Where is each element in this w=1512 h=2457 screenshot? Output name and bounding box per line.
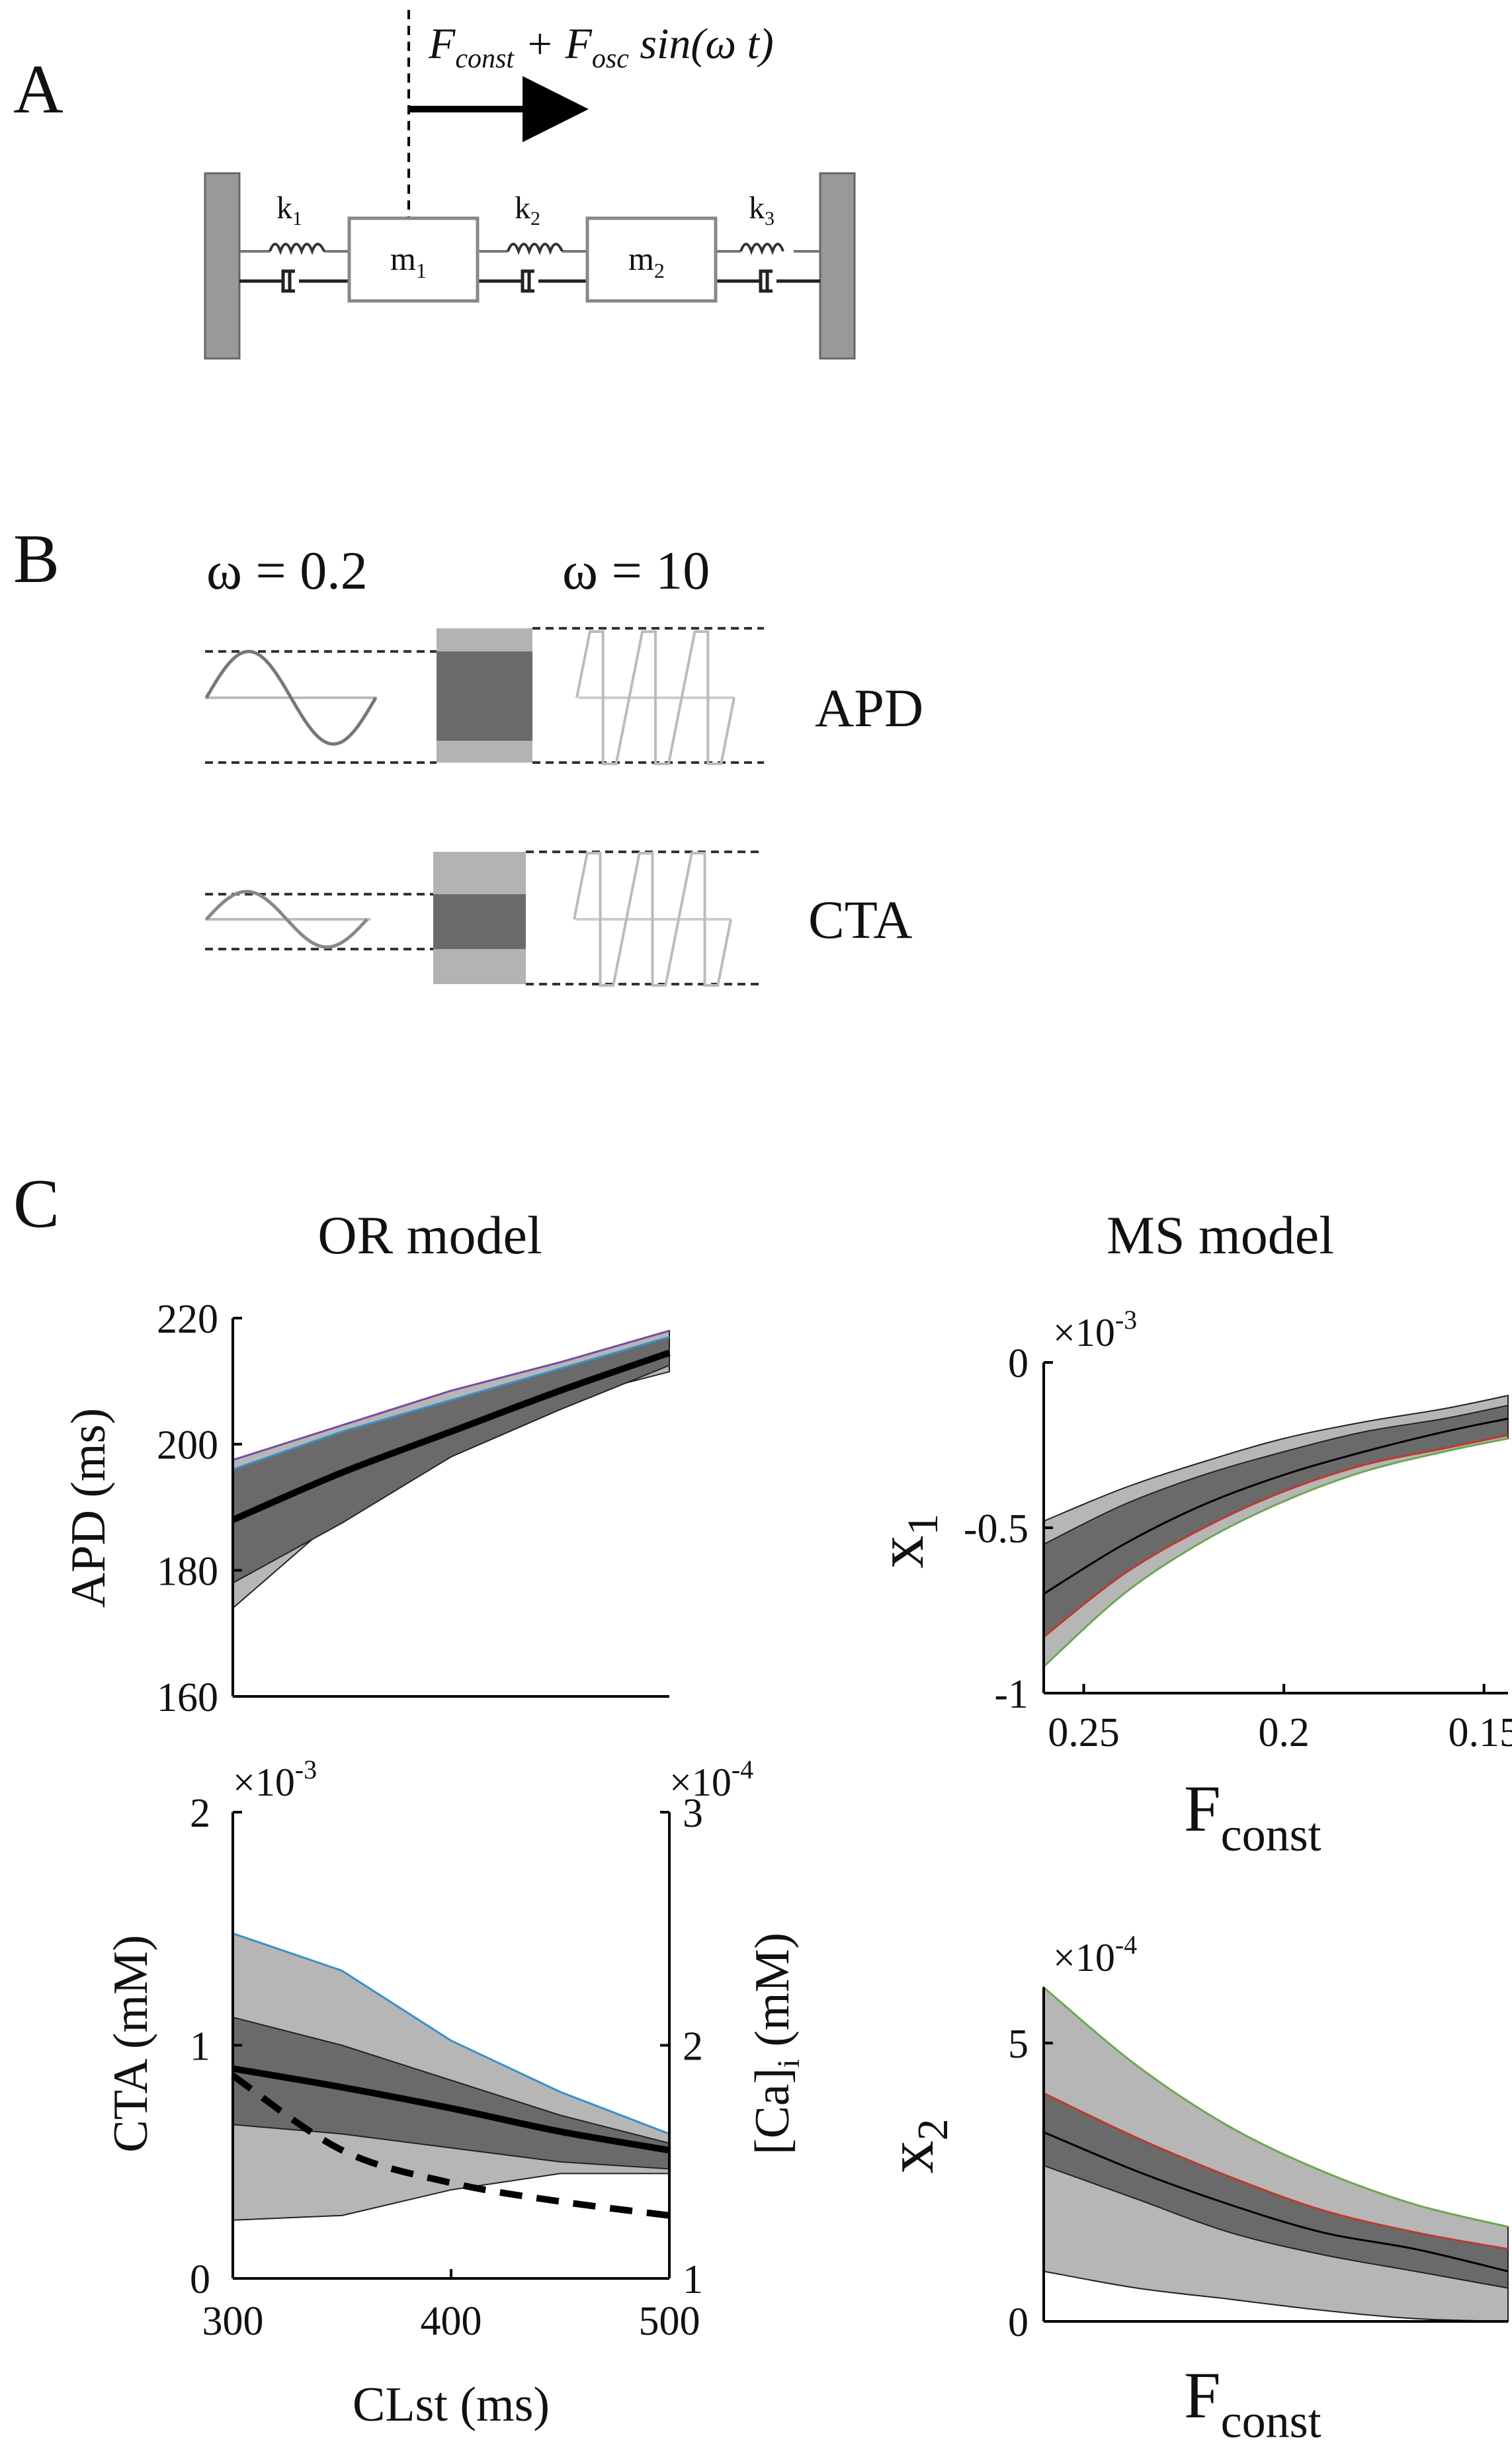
x1-green-line [1042, 1437, 1509, 1668]
panel-c-letter: C [13, 1165, 60, 1242]
cta-plot: 0 1 2 1 2 3 300 400 500 ×10-3 ×10-4 CTA (mM) [Ca… [104, 1755, 806, 2432]
force-label: Fconst + Fosc sin(ω t) [428, 20, 774, 74]
cta-x-tick-label: 500 [639, 2299, 700, 2344]
x1-mean-line [1043, 1417, 1509, 1595]
panel-b: B ω = 0.2 ω = 10 APD CTA [13, 520, 923, 987]
damper-2 [521, 269, 534, 293]
apd-upper-purple-line [232, 1329, 670, 1461]
k1-label: k1 [276, 190, 302, 229]
x1-plot: -1 -0.5 0 0.25 0.2 0.15 ×10-3 x1 Fconst [864, 1305, 1512, 1861]
cta-y-tick-label: 2 [190, 1791, 210, 1836]
x2-ticks: 05 [1008, 2022, 1053, 2345]
ca-y-tick-label: 2 [683, 2024, 703, 2069]
ca-y-tick-label: 1 [683, 2257, 703, 2302]
cta-y-tick-label: 1 [190, 2024, 210, 2069]
damper-3 [759, 269, 773, 293]
x1-y-tick-label: -1 [994, 1672, 1029, 1717]
right-wall [819, 172, 856, 360]
spring-k3 [739, 243, 784, 255]
cta-row-label: CTA [808, 890, 912, 950]
apd-row-label: APD [815, 678, 923, 738]
panel-a-letter: A [13, 50, 63, 128]
apd-mean-line [231, 1349, 671, 1523]
apd-inner-box [437, 651, 532, 741]
spring-k1 [269, 243, 325, 255]
cta-upper-blue-line [232, 1932, 670, 2135]
x2-red-line [1043, 2092, 1509, 2251]
ca-dashed-line [231, 2073, 670, 2219]
k2-label: k2 [515, 190, 540, 229]
spring-k2 [507, 243, 564, 255]
cta-wave-low-frequency [205, 890, 368, 949]
cta-mean-line [232, 2065, 670, 2154]
x2-multiplier: ×10-4 [1053, 1930, 1137, 1979]
cta-y-tick-label: 0 [190, 2257, 210, 2302]
x1-x-label: Fconst [1184, 1772, 1322, 1861]
cta-inner-box [433, 894, 526, 949]
x1-multiplier: ×10-3 [1053, 1305, 1137, 1354]
apd-wave-low-frequency [204, 649, 378, 746]
x1-x-tick-label: 0.15 [1448, 1710, 1512, 1755]
cta-multiplier-right: ×10-4 [669, 1755, 753, 1804]
x1-y-tick-label: 0 [1008, 1341, 1029, 1386]
x2-y-label: x2 [874, 2119, 957, 2174]
x1-ticks: -1 -0.5 0 0.25 0.2 0.15 [964, 1341, 1512, 1755]
x2-x-label: Fconst [1184, 2358, 1322, 2448]
x1-y-label: x1 [864, 1514, 947, 1569]
apd-y-tick-label: 160 [157, 1675, 218, 1720]
apd-y-tick-label: 200 [157, 1423, 218, 1468]
apd-y-tick-label: 220 [157, 1297, 218, 1342]
x1-x-tick-label: 0.2 [1258, 1710, 1310, 1755]
apd-y-label: APD (ms) [62, 1408, 116, 1608]
x2-green-line [1043, 1986, 1509, 2228]
cta-wave-high-frequency [573, 852, 732, 987]
m2-label: m2 [628, 240, 665, 282]
left-wall [204, 172, 241, 360]
ca-y-label-right: [Ca]i (mM) [745, 1933, 806, 2155]
apd-wave-high-frequency [575, 630, 735, 765]
cta-x-tick-label: 400 [421, 2299, 482, 2344]
apd-y-ticks: 160 180 200 220 [157, 1297, 242, 1720]
apd-y-tick-label: 180 [157, 1549, 218, 1594]
cta-x-tick-label: 300 [202, 2299, 264, 2344]
m1-label: m1 [390, 240, 427, 282]
omega-low-label: ω = 0.2 [206, 540, 368, 601]
cta-x-label: CLst (ms) [353, 2378, 550, 2432]
x1-red-line [1043, 1434, 1509, 1638]
apd-upper-blue-line [232, 1336, 670, 1471]
ca-y-tick-label: 3 [683, 1791, 703, 1836]
x2-y-tick-label: 0 [1008, 2300, 1029, 2345]
cta-y-label: CTA (mM) [104, 1935, 158, 2152]
panel-b-letter: B [13, 520, 60, 597]
or-model-title: OR model [317, 1205, 542, 1265]
x2-y-tick-label: 5 [1008, 2022, 1029, 2067]
omega-high-label: ω = 10 [562, 540, 710, 601]
apd-plot: 160 180 200 220 APD (ms) [62, 1297, 671, 1720]
damper-1 [281, 269, 295, 293]
x1-x-tick-label: 0.25 [1048, 1710, 1120, 1755]
cta-ticks: 0 1 2 1 2 3 300 400 500 [190, 1791, 703, 2344]
x1-y-tick-label: -0.5 [964, 1507, 1029, 1552]
ms-model-title: MS model [1107, 1205, 1334, 1265]
x2-mean-line [1043, 2131, 1509, 2272]
panel-a: A Fconst + Fosc sin(ω t) [13, 10, 856, 360]
x2-plot: 05 ×10-4 x2 Fconst [874, 1930, 1509, 2448]
k3-label: k3 [749, 190, 775, 229]
cta-multiplier-left: ×10-3 [233, 1755, 317, 1804]
mass-m2 [585, 216, 718, 303]
mass-m1 [347, 216, 480, 303]
